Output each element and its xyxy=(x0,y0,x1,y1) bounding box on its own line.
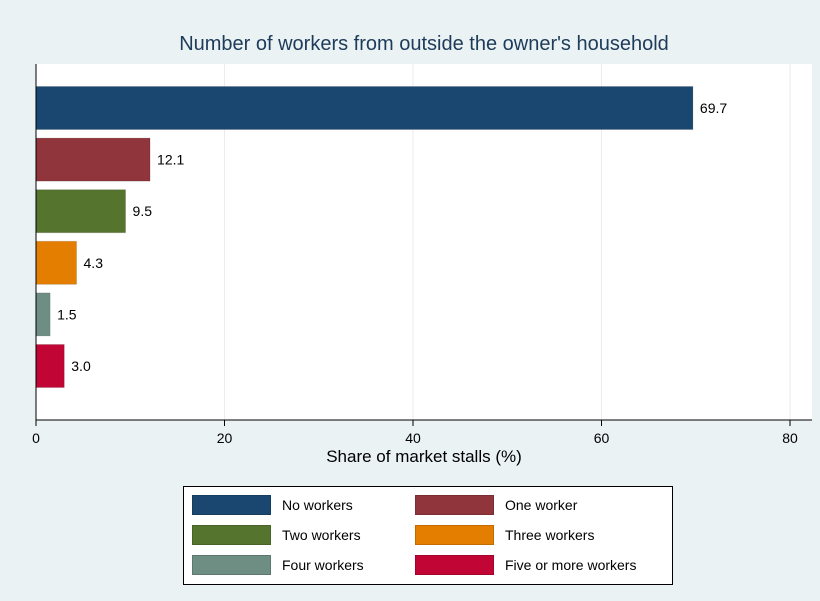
x-tick-label: 20 xyxy=(217,430,233,446)
chart-frame: Number of workers from outside the owner… xyxy=(8,8,812,593)
bar-chart: Number of workers from outside the owner… xyxy=(32,33,812,466)
value-labels: 69.7 12.1 9.5 4.3 1.5 3.0 xyxy=(57,100,727,374)
bars xyxy=(35,86,694,388)
x-axis-ticks: 0 20 40 60 80 xyxy=(32,420,798,446)
legend-item: Five or more workers xyxy=(415,554,636,576)
legend-label: Three workers xyxy=(505,527,595,543)
bar-five-or-more-workers xyxy=(35,344,65,388)
bar-three-workers xyxy=(35,240,78,285)
x-tick-label: 40 xyxy=(405,430,421,446)
legend-label: Two workers xyxy=(282,527,361,543)
legend-item: Three workers xyxy=(415,524,594,546)
legend-swatch xyxy=(192,555,271,575)
bar-value-label: 1.5 xyxy=(57,306,77,322)
x-tick-label: 60 xyxy=(594,430,610,446)
x-axis-label: Share of market stalls (%) xyxy=(326,447,522,466)
legend-swatch xyxy=(415,525,494,545)
legend-label: Five or more workers xyxy=(505,557,637,573)
bar-value-label: 9.5 xyxy=(133,203,153,219)
legend-swatch xyxy=(192,495,271,515)
chart-title: Number of workers from outside the owner… xyxy=(179,33,669,55)
legend-item: Two workers xyxy=(192,524,361,546)
legend-item: No workers xyxy=(192,494,353,516)
legend-label: No workers xyxy=(282,497,353,513)
bar-value-label: 12.1 xyxy=(157,152,184,168)
legend-item: One worker xyxy=(415,494,577,516)
bar-value-label: 4.3 xyxy=(84,255,104,271)
bar-one-worker xyxy=(35,137,151,182)
bar-value-label: 3.0 xyxy=(71,358,91,374)
bar-value-label: 69.7 xyxy=(700,100,727,116)
x-tick-label: 80 xyxy=(782,430,798,446)
legend-swatch xyxy=(415,555,494,575)
legend: No workers One worker Two workers Three wor… xyxy=(183,486,673,585)
bar-two-workers xyxy=(35,189,127,234)
bar-four-workers xyxy=(35,292,51,337)
legend-item: Four workers xyxy=(192,554,364,576)
bar-no-workers xyxy=(35,86,694,130)
legend-swatch xyxy=(192,525,271,545)
x-tick-label: 0 xyxy=(32,430,40,446)
legend-swatch xyxy=(415,495,494,515)
legend-label: One worker xyxy=(505,497,578,513)
legend-label: Four workers xyxy=(282,557,364,573)
